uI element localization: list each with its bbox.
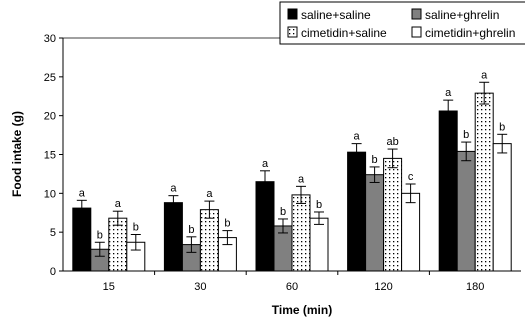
bar-saline-saline xyxy=(438,110,458,272)
significance-label: b xyxy=(133,221,139,233)
significance-label: ab xyxy=(386,136,398,148)
bar-saline-saline xyxy=(347,151,367,272)
x-axis-title: Time (min) xyxy=(272,303,332,317)
bar-saline-saline xyxy=(255,181,275,272)
y-tick-label: 20 xyxy=(44,111,56,123)
bar-cimetidin-saline xyxy=(474,92,494,272)
bar-cimetidin-saline xyxy=(199,209,219,272)
bar-saline-ghrelin xyxy=(456,150,476,272)
bar-cimetidin-saline xyxy=(383,157,403,272)
bar-cimetidin-ghrelin xyxy=(492,143,512,272)
y-tick-label: 30 xyxy=(44,33,56,45)
significance-label: b xyxy=(188,224,194,236)
x-tick-label: 30 xyxy=(194,281,206,293)
y-tick-label: 15 xyxy=(44,150,56,162)
significance-label: a xyxy=(79,187,86,199)
significance-label: b xyxy=(463,129,469,141)
y-tick-label: 0 xyxy=(50,266,56,278)
legend-label: cimetidin+ghrelin xyxy=(425,26,515,40)
bar-saline-ghrelin xyxy=(365,174,385,272)
bar-saline-saline xyxy=(163,202,183,272)
significance-label: b xyxy=(316,199,322,211)
y-axis-title: Food intake (g) xyxy=(10,111,24,197)
legend-swatch xyxy=(411,8,422,20)
significance-label: a xyxy=(481,69,488,81)
significance-label: b xyxy=(280,206,286,218)
significance-label: a xyxy=(206,188,213,200)
significance-label: b xyxy=(372,154,378,166)
y-tick-label: 10 xyxy=(44,188,56,200)
significance-label: a xyxy=(354,131,361,143)
y-tick-label: 5 xyxy=(50,227,56,239)
significance-label: a xyxy=(445,87,452,99)
legend-swatch xyxy=(287,8,298,20)
bar-cimetidin-saline xyxy=(291,194,311,272)
legend-label: saline+ghrelin xyxy=(425,8,499,22)
significance-label: b xyxy=(499,121,505,133)
bar-cimetidin-ghrelin xyxy=(309,217,329,272)
bar-saline-saline xyxy=(72,207,92,272)
legend-label: saline+saline xyxy=(301,8,371,22)
significance-label: a xyxy=(115,198,122,210)
significance-label: a xyxy=(170,183,177,195)
legend-swatch xyxy=(287,26,298,38)
x-tick-label: 180 xyxy=(466,281,484,293)
x-tick-label: 120 xyxy=(374,281,392,293)
y-tick-label: 25 xyxy=(44,72,56,84)
x-tick-label: 15 xyxy=(103,281,115,293)
legend-swatch xyxy=(411,26,422,38)
bar-cimetidin-ghrelin xyxy=(401,192,421,272)
x-tick-label: 60 xyxy=(286,281,298,293)
significance-label: b xyxy=(97,229,103,241)
significance-label: c xyxy=(408,171,414,183)
bar-cimetidin-saline xyxy=(108,217,128,272)
significance-label: b xyxy=(224,218,230,230)
legend: saline+saline saline+ghrelin cimetidin+sal… xyxy=(279,1,525,45)
significance-label: a xyxy=(298,173,305,185)
legend-label: cimetidin+saline xyxy=(301,26,387,40)
legend-box xyxy=(279,1,525,45)
significance-label: a xyxy=(262,158,269,170)
